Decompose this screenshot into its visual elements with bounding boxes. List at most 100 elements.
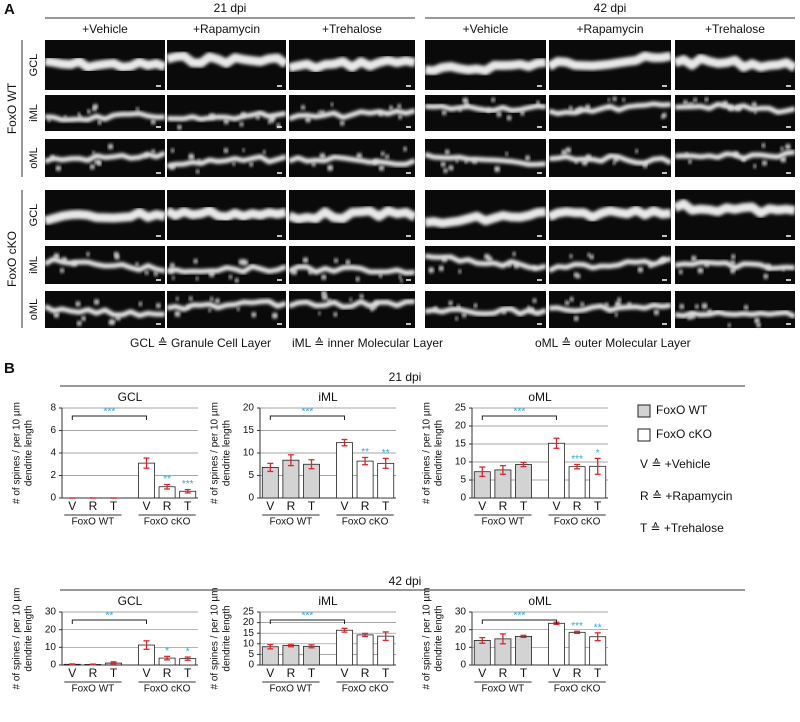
micrograph: [548, 139, 673, 177]
spine: [333, 258, 339, 263]
x-tick-label: R: [499, 499, 508, 513]
x-tick-label: R: [287, 666, 296, 680]
spine: [195, 169, 200, 174]
layer-legend: iML ≙ inner Molecular Layer: [292, 336, 443, 350]
y-tick-label: 20: [243, 403, 255, 414]
spine: [754, 317, 760, 324]
treatment-header: +Vehicle: [463, 22, 509, 36]
spine: [240, 112, 247, 118]
dendrite: [44, 56, 167, 72]
spine: [207, 308, 212, 312]
row-title: 21 dpi: [389, 370, 422, 384]
spine: [704, 97, 709, 102]
spine: [53, 253, 60, 259]
spine: [761, 160, 768, 166]
spine: [359, 294, 364, 299]
dendrite: [166, 110, 287, 122]
spine: [612, 96, 617, 102]
spine: [679, 304, 685, 310]
spine: [114, 254, 120, 260]
micrograph: [166, 291, 287, 328]
bar: [356, 634, 374, 666]
image-bg: [675, 190, 795, 240]
spine: [311, 162, 316, 167]
x-tick-label: V: [552, 499, 560, 513]
group-label: FoxO cKO: [144, 684, 191, 695]
group-label: FoxO cKO: [342, 517, 389, 528]
dendrite: [166, 154, 287, 169]
y-axis-label: # of spines / per 10 µm: [12, 402, 23, 504]
spine: [637, 266, 644, 273]
spine: [321, 290, 327, 297]
spine: [753, 110, 757, 114]
spine: [604, 302, 609, 307]
spine: [494, 166, 501, 172]
spine: [781, 267, 785, 271]
spine: [520, 110, 525, 116]
spine: [627, 302, 632, 307]
bracket-label: **: [105, 611, 113, 622]
spine: [506, 115, 512, 121]
spine: [614, 301, 621, 308]
bar: [515, 635, 532, 666]
spine: [731, 254, 736, 259]
spine: [733, 151, 739, 158]
spine: [76, 320, 82, 326]
spine: [403, 147, 408, 151]
dendrite: [165, 51, 289, 68]
spine: [223, 148, 229, 153]
spine: [372, 160, 376, 165]
spine: [388, 105, 393, 110]
y-tick-label: 20: [45, 624, 57, 635]
image-bg: [167, 246, 286, 284]
spine: [327, 164, 334, 171]
spine: [501, 309, 507, 315]
bracket-label: ***: [514, 407, 526, 418]
spine: [730, 267, 736, 274]
spine: [513, 263, 519, 269]
spine: [174, 310, 181, 317]
dendrite: [673, 53, 798, 72]
spine: [441, 110, 447, 116]
x-tick-label: T: [382, 666, 390, 680]
spine: [330, 102, 334, 107]
image-bg: [675, 291, 795, 328]
spine: [433, 306, 438, 312]
spine: [751, 101, 757, 108]
x-tick-label: R: [163, 499, 172, 513]
bar: [548, 442, 565, 499]
spine: [472, 158, 478, 164]
spine: [586, 253, 591, 257]
spine: [242, 148, 246, 152]
spine: [617, 297, 622, 302]
spine: [569, 297, 574, 302]
layer-label: GCL: [28, 54, 40, 77]
spine: [689, 102, 694, 106]
spine: [473, 303, 478, 308]
x-tick-label: V: [340, 499, 348, 513]
x-tick-label: T: [308, 666, 316, 680]
spine: [71, 260, 78, 267]
micrograph: [424, 139, 547, 177]
x-tick-label: R: [89, 666, 98, 680]
bar: [473, 640, 491, 666]
spine: [653, 309, 660, 315]
y-tick-label: 10: [455, 642, 467, 653]
spine: [727, 105, 734, 111]
spine: [634, 149, 639, 153]
spine: [209, 297, 214, 301]
dendrite: [546, 51, 672, 71]
layer-label: iML: [28, 256, 40, 274]
spine: [785, 144, 791, 150]
y-tick-label: 0: [248, 493, 254, 504]
y-tick-label: 5: [248, 649, 254, 660]
layer-label: iML: [28, 104, 40, 122]
legend-label: FoxO cKO: [656, 427, 712, 441]
spine: [694, 304, 699, 309]
abbreviation: R ≙ +Rapamycin: [640, 489, 732, 503]
spine: [373, 300, 379, 306]
spine: [208, 113, 215, 120]
spine: [92, 151, 96, 155]
y-tick-label: 15: [243, 628, 255, 639]
spine: [464, 102, 470, 107]
